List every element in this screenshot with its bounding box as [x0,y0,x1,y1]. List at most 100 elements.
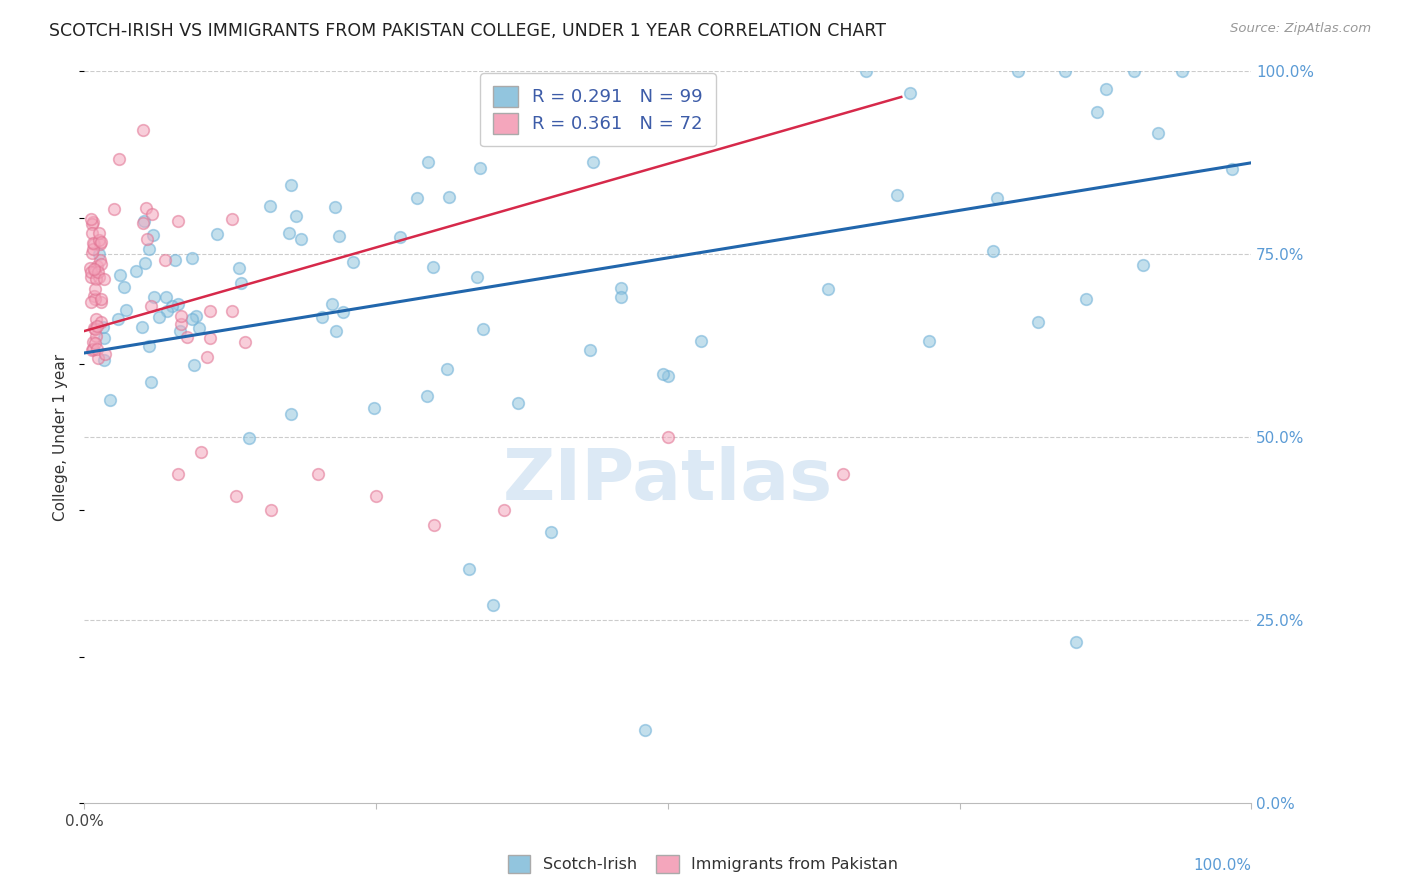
Point [465,270,488,285]
Point [436,361,458,376]
Point [332,304,354,318]
Point [1028,315,1050,329]
Point [84,272,107,286]
Point [82,242,104,256]
Point [132,214,155,228]
Point [155,253,177,268]
Point [325,200,347,214]
Point [180,311,202,326]
Point [481,599,505,613]
Point [184,310,207,324]
Point [1132,258,1154,272]
Point [83,292,105,306]
Point [423,517,446,532]
Point [290,232,312,246]
Point [328,229,350,244]
Point [886,188,908,202]
Point [180,252,202,266]
Point [229,276,252,290]
Point [610,289,633,303]
Point [93,331,115,345]
Y-axis label: College, Under 1 year: College, Under 1 year [53,353,69,521]
Point [200,304,222,318]
Point [132,216,155,230]
Text: 100.0%: 100.0% [1194,858,1251,872]
Point [80,343,103,358]
Point [325,324,347,338]
Point [90,315,112,329]
Point [87,233,110,247]
Point [1066,635,1088,649]
Point [115,302,138,317]
Point [855,64,877,78]
Point [83,282,105,296]
Point [107,312,129,326]
Point [183,358,205,372]
Point [83,262,105,277]
Point [342,255,364,269]
Point [80,217,103,231]
Point [280,408,302,422]
Point [657,430,679,444]
Point [389,230,412,244]
Point [689,334,711,348]
Point [631,93,654,107]
Point [986,191,1008,205]
Point [98,393,121,408]
Point [471,321,494,335]
Point [91,320,114,334]
Point [657,368,679,383]
Point [86,312,108,326]
Text: ZIPatlas: ZIPatlas [503,447,832,516]
Point [458,562,481,576]
Point [87,351,110,366]
Legend: R = 0.291   N = 99, R = 0.361   N = 72: R = 0.291 N = 99, R = 0.361 N = 72 [479,73,716,146]
Point [508,396,530,410]
Point [169,318,191,332]
Point [136,232,159,246]
Point [82,226,104,240]
Point [277,226,299,240]
Point [80,212,103,227]
Point [176,330,198,344]
Point [86,259,108,273]
Point [169,324,191,338]
Point [110,268,132,283]
Point [200,331,222,345]
Point [138,242,160,256]
Point [138,339,160,353]
Point [494,503,516,517]
Point [167,296,190,310]
Point [80,295,103,310]
Point [82,335,104,350]
Point [468,161,491,176]
Point [633,723,655,737]
Point [918,334,941,348]
Point [82,214,104,228]
Point [79,260,101,275]
Point [1171,64,1194,78]
Point [84,329,107,343]
Point [112,280,135,294]
Point [170,309,193,323]
Point [156,304,179,318]
Point [89,237,111,252]
Point [160,299,183,313]
Point [167,214,190,228]
Point [90,292,112,306]
Point [90,257,112,271]
Point [93,271,115,285]
Point [422,260,444,274]
Point [125,263,148,277]
Point [108,152,131,166]
Point [163,253,186,268]
Point [1094,82,1116,96]
Point [311,310,333,324]
Point [205,227,228,241]
Point [981,244,1004,258]
Point [187,321,209,335]
Point [80,265,103,279]
Point [1076,292,1098,306]
Point [83,237,105,252]
Point [366,489,388,503]
